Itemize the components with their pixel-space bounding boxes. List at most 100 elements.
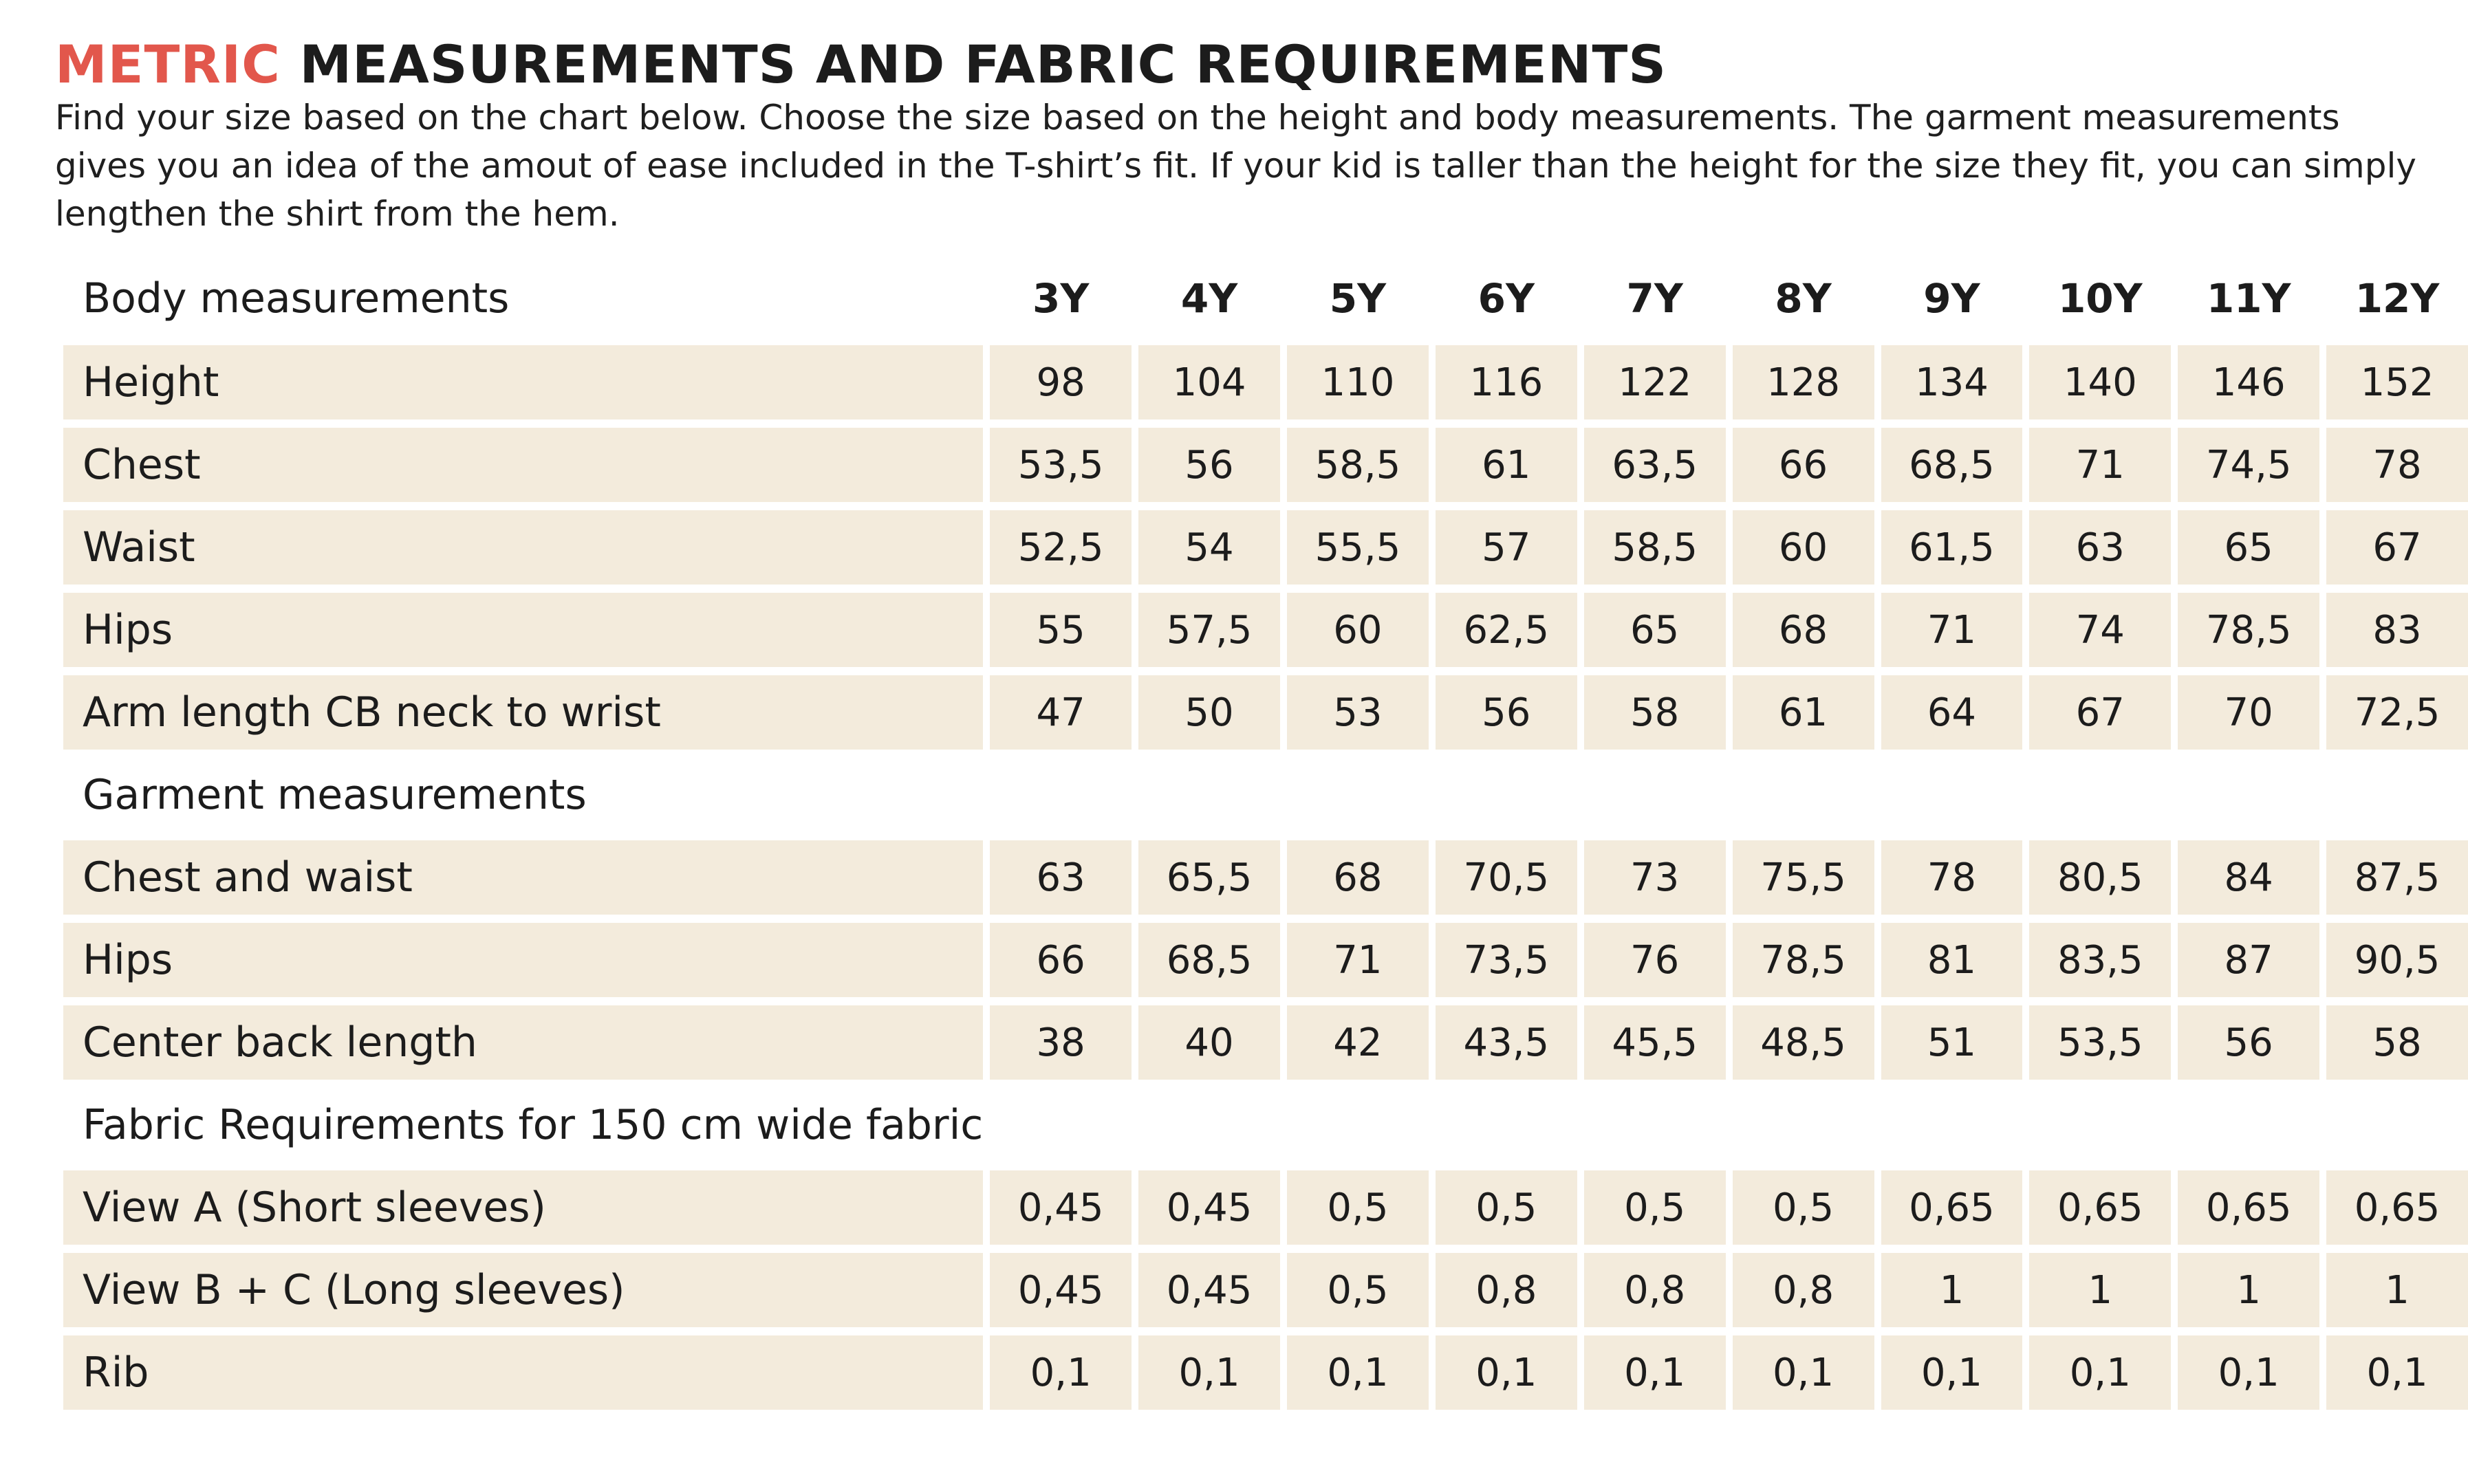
table-cell: 71 (2029, 428, 2172, 502)
table-cell: 60 (1732, 510, 1874, 585)
size-column-header: 4Y (1180, 275, 1238, 322)
empty-cell (1436, 758, 1577, 832)
table-row: Waist 52,5 54 55,5 57 58,5 60 61,5 63 65 67 (63, 510, 2468, 585)
table-cell: 0,1 (990, 1335, 1132, 1410)
table-cell: 70,5 (1435, 840, 1577, 915)
empty-cell (1138, 758, 1280, 832)
size-column-header: 8Y (1775, 275, 1832, 322)
table-cell: 140 (2029, 345, 2172, 419)
table-row: Rib 0,1 0,1 0,1 0,1 0,1 0,1 0,1 0,1 0,1 0,1 (63, 1335, 2468, 1410)
table-cell: 67 (2326, 510, 2468, 585)
table-cell: 0,45 (1138, 1170, 1280, 1245)
empty-cell (2178, 758, 2319, 832)
table-cell: 75,5 (1732, 840, 1874, 915)
table-cell: 45,5 (1583, 1005, 1726, 1080)
empty-cell (2029, 758, 2171, 832)
empty-cell (1584, 1088, 1726, 1162)
table-cell: 0,5 (1583, 1170, 1726, 1245)
size-column-header: 11Y (2206, 275, 2291, 322)
table-cell: 116 (1435, 345, 1577, 419)
row-label: Chest (63, 428, 984, 502)
table-cell: 70 (2178, 675, 2320, 750)
table-cell: 0,1 (1138, 1335, 1280, 1410)
table-cell: 68 (1732, 593, 1874, 667)
row-label: Arm length CB neck to wrist (63, 675, 984, 750)
empty-cell (990, 758, 1132, 832)
table-cell: 0,8 (1732, 1253, 1874, 1327)
table-cell: 0,45 (990, 1170, 1132, 1245)
row-label: Center back length (63, 1005, 984, 1080)
table-cell: 61 (1732, 675, 1874, 750)
table-cell: 61,5 (1881, 510, 2023, 585)
table-cell: 55 (990, 593, 1132, 667)
section-title: Fabric Requirements for 150 cm wide fabr… (83, 1101, 984, 1149)
table-cell: 0,65 (2326, 1170, 2468, 1245)
table-cell: 61 (1435, 428, 1577, 502)
table-cell: 65 (2178, 510, 2320, 585)
empty-cell (2326, 758, 2468, 832)
table-cell: 54 (1138, 510, 1280, 585)
table-cell: 0,1 (2326, 1335, 2468, 1410)
table-cell: 0,65 (1881, 1170, 2023, 1245)
table-cell: 63,5 (1583, 428, 1726, 502)
table-cell: 104 (1138, 345, 1280, 419)
empty-cell (1138, 1088, 1280, 1162)
empty-cell (1584, 758, 1726, 832)
table-cell: 110 (1287, 345, 1429, 419)
table-cell: 66 (990, 923, 1132, 997)
table-cell: 51 (1881, 1005, 2023, 1080)
table-cell: 53,5 (990, 428, 1132, 502)
table-cell: 47 (990, 675, 1132, 750)
table-cell: 87 (2178, 923, 2320, 997)
table-cell: 74 (2029, 593, 2172, 667)
empty-cell (1881, 758, 2023, 832)
empty-cell (2326, 1088, 2468, 1162)
table-cell: 78,5 (2178, 593, 2320, 667)
table-cell: 58 (1583, 675, 1726, 750)
table-cell: 87,5 (2326, 840, 2468, 915)
table-cell: 76 (1583, 923, 1726, 997)
table-cell: 122 (1583, 345, 1726, 419)
title-accent-word: METRIC (55, 34, 281, 95)
row-label: Rib (63, 1335, 984, 1410)
table-cell: 42 (1287, 1005, 1429, 1080)
table-cell: 78 (1881, 840, 2023, 915)
table-cell: 0,5 (1435, 1170, 1577, 1245)
table-cell: 57,5 (1138, 593, 1280, 667)
table-cell: 58,5 (1583, 510, 1726, 585)
section-title: Body measurements (83, 274, 510, 323)
table-cell: 0,1 (1732, 1335, 1874, 1410)
row-label: Hips (63, 923, 984, 997)
table-cell: 83,5 (2029, 923, 2172, 997)
table-cell: 53 (1287, 675, 1429, 750)
table-cell: 0,1 (1435, 1335, 1577, 1410)
empty-cell (1436, 1088, 1577, 1162)
table-cell: 57 (1435, 510, 1577, 585)
table-cell: 0,8 (1583, 1253, 1726, 1327)
empty-cell (1733, 758, 1874, 832)
table-cell: 62,5 (1435, 593, 1577, 667)
table-cell: 74,5 (2178, 428, 2320, 502)
size-column-header: 12Y (2355, 275, 2440, 322)
section-header-row: Fabric Requirements for 150 cm wide fabr… (63, 1088, 2468, 1162)
section-header-row: Garment measurements (63, 758, 2468, 832)
table-cell: 71 (1881, 593, 2023, 667)
size-column-header: 6Y (1477, 275, 1535, 322)
size-column-header: 10Y (2057, 275, 2143, 322)
row-label: Height (63, 345, 984, 419)
table-cell: 83 (2326, 593, 2468, 667)
table-cell: 40 (1138, 1005, 1280, 1080)
table-cell: 0,45 (990, 1253, 1132, 1327)
row-label: Waist (63, 510, 984, 585)
table-row: Chest 53,5 56 58,5 61 63,5 66 68,5 71 74,5 78 (63, 428, 2468, 502)
table-cell: 84 (2178, 840, 2320, 915)
table-cell: 73 (1583, 840, 1726, 915)
table-cell: 98 (990, 345, 1132, 419)
table-cell: 60 (1287, 593, 1429, 667)
table-row: Hips 66 68,5 71 73,5 76 78,5 81 83,5 87 90,5 (63, 923, 2468, 997)
table-cell: 0,65 (2178, 1170, 2320, 1245)
table-row: Center back length 38 40 42 43,5 45,5 48,5 51 53… (63, 1005, 2468, 1080)
table-cell: 56 (1435, 675, 1577, 750)
table-cell: 0,5 (1287, 1253, 1429, 1327)
table-cell: 0,1 (2029, 1335, 2172, 1410)
